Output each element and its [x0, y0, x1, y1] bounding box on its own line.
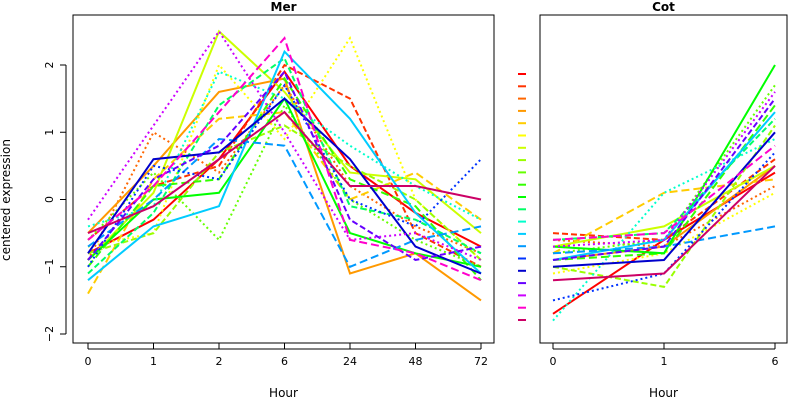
series-line [87, 83, 482, 261]
y-tick-label: 2 [43, 62, 56, 69]
x-axis: 0 1 6 [550, 343, 779, 368]
x-tick-label: 2 [216, 355, 223, 368]
x-tick-label: 0 [550, 355, 557, 368]
series-line [87, 124, 482, 261]
panel-cot: Cot 0 1 6 Hour [539, 0, 788, 400]
color-key [518, 73, 526, 321]
series-line [87, 63, 482, 268]
series-line [87, 137, 482, 269]
y-tick-label: 0 [43, 196, 56, 203]
series-line [87, 29, 482, 261]
series-line [87, 56, 482, 275]
x-tick-label: 1 [661, 355, 668, 368]
panel-title: Cot [652, 0, 675, 14]
series-line [552, 111, 776, 261]
series-group [552, 64, 776, 322]
series-line [552, 144, 776, 241]
y-tick-label: −2 [43, 326, 56, 342]
x-axis-label: Hour [269, 386, 298, 400]
y-tick-label: 1 [43, 129, 56, 136]
x-tick-label: 1 [150, 355, 157, 368]
series-line [552, 178, 776, 255]
x-tick-label: 48 [409, 355, 423, 368]
series-line [87, 76, 482, 281]
series-line [552, 185, 776, 248]
x-tick-label: 0 [85, 355, 92, 368]
panel-title: Mer [271, 0, 297, 14]
series-line [552, 165, 776, 282]
series-line [87, 97, 482, 275]
x-tick-label: 24 [343, 355, 357, 368]
x-axis: 0 1 2 6 24 48 72 [85, 343, 488, 368]
series-line [552, 138, 776, 322]
y-axis: −2 −1 0 1 2 [43, 62, 67, 342]
series-line [552, 97, 776, 261]
series-line [87, 69, 482, 262]
series-line [87, 49, 482, 281]
y-axis-label: centered expression [0, 139, 13, 261]
x-tick-label: 6 [772, 355, 779, 368]
series-line [87, 29, 482, 261]
x-axis-label: Hour [649, 386, 678, 400]
panel-mer: Mer 0 1 2 6 24 48 72 Hour −2 −1 0 1 2 [43, 0, 495, 400]
series-group [87, 29, 482, 302]
y-tick-label: −1 [43, 259, 56, 275]
series-line [87, 110, 482, 235]
x-tick-label: 72 [474, 355, 488, 368]
series-line [87, 83, 482, 268]
series-line [552, 91, 776, 248]
series-line [552, 124, 776, 288]
series-line [552, 64, 776, 255]
plot-frame [72, 14, 495, 344]
series-line [87, 36, 482, 282]
series-line [552, 165, 776, 248]
x-tick-label: 6 [281, 355, 288, 368]
